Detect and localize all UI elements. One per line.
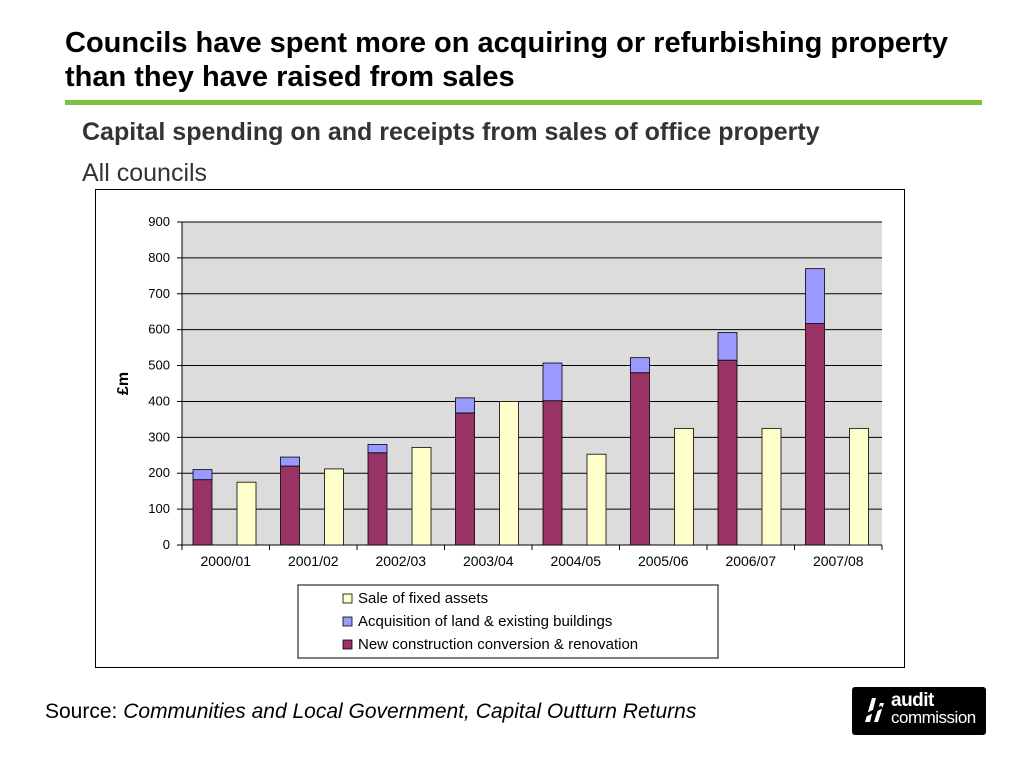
x-tick-label: 2003/04: [463, 553, 514, 569]
bar-new-construction: [192, 479, 213, 546]
title-rule: [65, 100, 982, 105]
y-tick-label: 800: [148, 250, 170, 265]
bar-new-construction: [367, 452, 388, 546]
bar-new-construction: [717, 359, 738, 546]
bar-acquisition: [805, 268, 825, 324]
legend: [297, 584, 719, 659]
bar-sale-of-fixed-assets: [236, 481, 257, 546]
y-tick-label: 700: [148, 286, 170, 301]
x-tick-label: 2001/02: [288, 553, 339, 569]
y-tick-label: 200: [148, 465, 170, 480]
x-tick-label: 2007/08: [813, 553, 864, 569]
legend-label: New construction conversion & renovation: [358, 636, 638, 653]
bar-new-construction: [455, 412, 475, 546]
bar-acquisition: [542, 362, 563, 402]
y-tick-label: 900: [148, 214, 170, 229]
bar-sale-of-fixed-assets: [499, 401, 519, 546]
bar-new-construction: [805, 323, 825, 546]
bar-sale-of-fixed-assets: [411, 446, 432, 546]
bar-chart: 0 100 200 300 400 500 600 700 800 900 £m 2000/01 200…: [115, 214, 883, 659]
bar-acquisition: [630, 357, 650, 374]
bar-new-construction: [280, 465, 300, 546]
bar-acquisition: [192, 469, 213, 481]
legend-label: Acquisition of land & existing buildings: [358, 613, 612, 630]
bar-sale-of-fixed-assets: [761, 427, 782, 546]
bar-new-construction: [542, 400, 563, 546]
y-tick-label: 600: [148, 322, 170, 337]
audit-commission-logo-icon: [865, 698, 884, 722]
y-tick-label: 100: [148, 501, 170, 516]
bar-sale-of-fixed-assets: [674, 427, 694, 546]
bar-acquisition: [455, 397, 475, 414]
bar-acquisition: [367, 444, 388, 454]
bar-acquisition: [280, 456, 300, 467]
legend-label: Sale of fixed assets: [358, 590, 488, 607]
x-tick-label: 2006/07: [725, 553, 776, 569]
source-text: Communities and Local Government, Capita…: [123, 700, 697, 723]
bar-sale-of-fixed-assets: [324, 468, 344, 546]
bar-acquisition: [717, 332, 738, 361]
y-tick-label: 0: [163, 537, 170, 552]
chart-title: Capital spending on and receipts from sa…: [82, 118, 820, 146]
audit-commission-logo: audit commission: [852, 687, 986, 735]
y-tick-label: 400: [148, 393, 170, 408]
x-tick-label: 2004/05: [550, 553, 601, 569]
legend-swatch: [342, 593, 353, 604]
x-tick-label: 2000/01: [200, 553, 251, 569]
chart-frame: 0 100 200 300 400 500 600 700 800 900 £m 2000/01 200…: [95, 189, 905, 668]
y-axis-label: £m: [115, 372, 132, 395]
bar-sale-of-fixed-assets: [586, 453, 607, 546]
logo-line-2: commission: [891, 708, 976, 727]
slide-title: Councils have spent more on acquiring or…: [65, 27, 949, 93]
y-tick-label: 300: [148, 429, 170, 444]
y-tick-label: 500: [148, 358, 170, 373]
legend-swatch: [342, 616, 353, 627]
x-tick-label: 2005/06: [638, 553, 689, 569]
chart-subtitle: All councils: [82, 159, 208, 187]
source-note: Source: Communities and Local Government…: [45, 700, 696, 724]
legend-swatch: [342, 639, 353, 650]
x-tick-label: 2002/03: [375, 553, 426, 569]
bar-sale-of-fixed-assets: [849, 427, 869, 546]
source-label: Source:: [45, 700, 118, 723]
logo-line-1: audit: [891, 690, 934, 711]
bar-new-construction: [630, 372, 650, 546]
